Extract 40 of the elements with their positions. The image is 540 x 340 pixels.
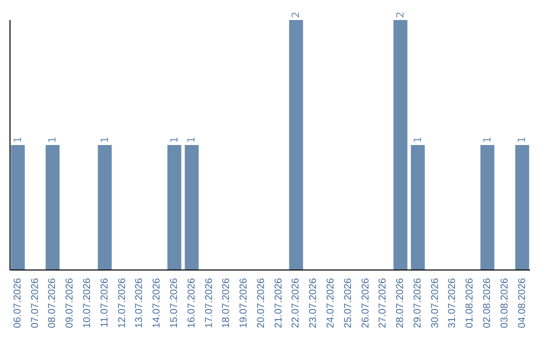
- x-tick-label: 12.07.2026: [116, 278, 128, 328]
- x-tick-label: 29.07.2026: [412, 278, 424, 328]
- x-tick-label: 20.07.2026: [256, 278, 267, 328]
- data-label: 1: [482, 136, 494, 143]
- data-label: 1: [100, 136, 111, 143]
- data-label: 1: [12, 136, 24, 143]
- x-tick-label: 26.07.2026: [360, 278, 372, 328]
- x-tick-label: 28.07.2026: [395, 278, 406, 328]
- x-tick-label: 18.07.2026: [221, 278, 232, 328]
- data-label: 2: [395, 12, 406, 18]
- x-tick-label: 25.07.2026: [342, 278, 354, 328]
- x-tick-label: 09.07.2026: [64, 278, 76, 328]
- data-label: 2: [291, 12, 302, 18]
- x-tick-label: 04.08.2026: [516, 278, 528, 328]
- data-label: 1: [48, 136, 59, 143]
- x-tick-label: 15.07.2026: [168, 278, 180, 328]
- data-label: 1: [186, 136, 198, 143]
- x-tick-label: 23.07.2026: [308, 278, 320, 328]
- x-tick-label: 16.07.2026: [186, 278, 198, 328]
- x-tick-label: 17.07.2026: [204, 278, 215, 328]
- x-tick-label: 08.07.2026: [47, 278, 58, 328]
- x-tick-label: 30.07.2026: [430, 278, 441, 328]
- x-tick-label: 21.07.2026: [273, 278, 284, 328]
- x-tick-label: 19.07.2026: [238, 278, 250, 328]
- data-label: 1: [169, 136, 180, 143]
- x-tick-label: 24.07.2026: [326, 278, 337, 328]
- data-label: 1: [412, 136, 424, 143]
- x-tick-label: 01.08.2026: [464, 278, 476, 328]
- x-tick-label: 13.07.2026: [134, 278, 146, 328]
- x-tick-label: 31.07.2026: [447, 278, 458, 328]
- x-tick-label: 07.07.2026: [30, 278, 41, 328]
- x-tick-label: 02.08.2026: [482, 278, 494, 328]
- x-tick-label: 10.07.2026: [82, 278, 94, 328]
- x-tick-label: 27.07.2026: [378, 278, 389, 328]
- x-tick-label: 06.07.2026: [12, 278, 24, 328]
- x-tick-label: 22.07.2026: [290, 278, 302, 328]
- data-label: 1: [517, 136, 528, 143]
- x-tick-label: 03.08.2026: [499, 278, 510, 328]
- x-tick-label: 11.07.2026: [99, 278, 110, 328]
- x-tick-label: 14.07.2026: [152, 278, 163, 328]
